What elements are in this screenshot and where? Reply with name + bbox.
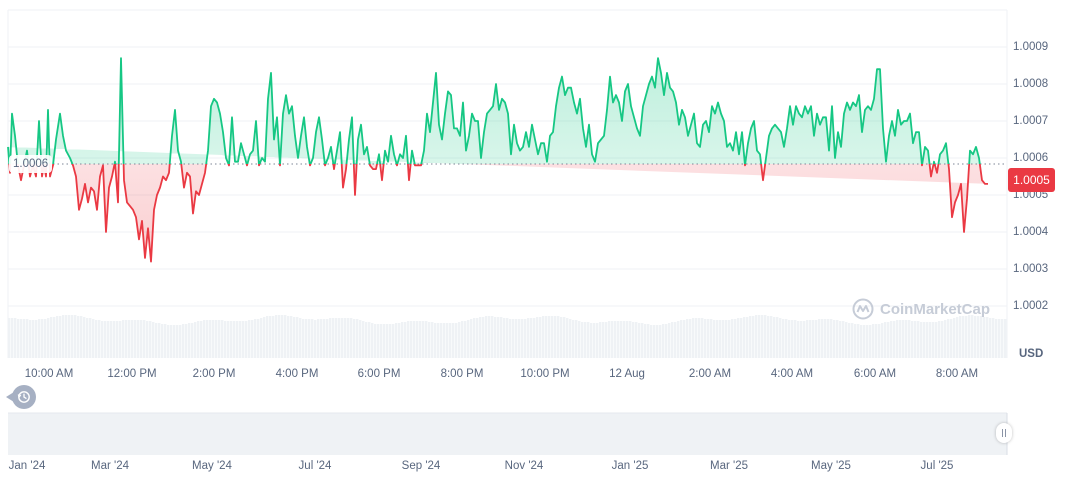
y-tick-label: 1.0002 [1013, 300, 1049, 312]
watermark-text: CoinMarketCap [880, 300, 991, 318]
y-tick-label: 1.0008 [1013, 78, 1049, 90]
navigator-date-label: Jul '25 [920, 460, 954, 472]
x-tick-label: 12:00 PM [107, 368, 157, 380]
navigator-area[interactable] [8, 413, 1007, 455]
x-tick-label: 10:00 AM [24, 368, 74, 380]
navigator-date-label: Nov '24 [504, 460, 544, 472]
x-tick-label: 4:00 AM [770, 368, 814, 380]
navigator-date-label: Jan '25 [611, 460, 649, 472]
y-tick-label: 1.0009 [1013, 41, 1049, 53]
y-tick-label: 1.0007 [1013, 115, 1049, 127]
x-tick-label: 12 Aug [609, 368, 645, 380]
grip-line-icon [1002, 429, 1003, 437]
watermark: CoinMarketCap [852, 298, 990, 320]
navigator-date-label: May '24 [192, 460, 232, 472]
x-tick-label: 2:00 PM [192, 368, 236, 380]
y-tick-label: 1.0006 [1013, 152, 1049, 164]
y-tick-label: 1.0005 [1013, 189, 1049, 201]
navigator-range-handle[interactable] [996, 423, 1012, 443]
x-tick-label: 10:00 PM [520, 368, 570, 380]
history-clock-icon [17, 391, 30, 403]
x-tick-label: 8:00 AM [935, 368, 979, 380]
grip-line-icon [1005, 429, 1006, 437]
navigator-date-label: Mar '25 [710, 460, 748, 472]
navigator-date-label: Jan '24 [8, 460, 46, 472]
reference-price-label: 1.0006 [9, 155, 53, 173]
price-line-up [7, 57, 981, 164]
history-button[interactable] [6, 385, 36, 409]
currency-label: USD [1019, 348, 1044, 360]
coinmarketcap-logo-icon [852, 298, 874, 320]
navigator-date-label: May '25 [811, 460, 851, 472]
x-tick-label: 6:00 PM [357, 368, 401, 380]
y-tick-label: 1.0003 [1013, 263, 1049, 275]
price-area-below-baseline [9, 164, 988, 262]
x-tick-label: 2:00 AM [688, 368, 732, 380]
price-area-above-baseline [8, 58, 980, 164]
x-tick-label: 6:00 AM [853, 368, 897, 380]
navigator-date-label: Mar '24 [91, 460, 129, 472]
x-tick-label: 8:00 PM [440, 368, 484, 380]
price-line-down [8, 164, 988, 263]
current-price-tag: 1.0005 [1008, 168, 1055, 192]
volume-bars [8, 315, 1007, 358]
y-tick-label: 1.0004 [1013, 226, 1049, 238]
navigator-date-label: Jul '24 [298, 460, 332, 472]
navigator-date-label: Sep '24 [401, 460, 441, 472]
x-tick-label: 4:00 PM [275, 368, 319, 380]
